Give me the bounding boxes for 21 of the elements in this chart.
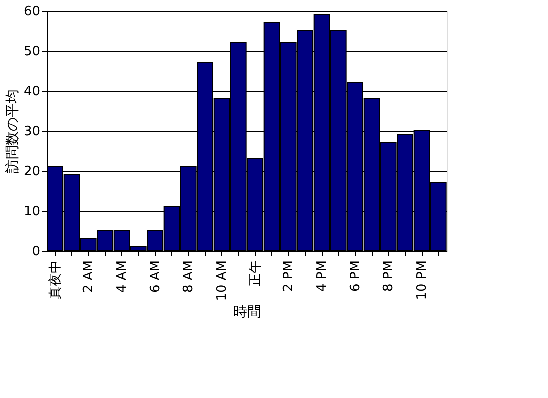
y-tick-label: 40: [24, 84, 40, 100]
x-tick-label: 6 AM: [148, 260, 164, 294]
x-tick-label: 6 PM: [348, 260, 364, 292]
y-tick-label: 10: [24, 204, 40, 220]
x-tick-label: 4 PM: [315, 260, 330, 292]
y-tick-label: 0: [32, 244, 40, 260]
x-tick-label: 2 AM: [82, 260, 97, 294]
y-tick-label: 30: [24, 124, 40, 140]
x-tick-label: 2 PM: [282, 260, 297, 292]
x-tick-label: 真夜中: [47, 260, 64, 300]
y-tick-label: 60: [24, 4, 40, 20]
x-axis-title: 時間: [234, 304, 262, 320]
x-tick-label: 8 AM: [182, 260, 197, 294]
x-tick-label: 10 AM: [215, 260, 230, 302]
x-tick-label: 8 PM: [382, 260, 397, 292]
y-axis-title: 訪問数の平均: [4, 90, 21, 174]
x-tick-label: 正午: [248, 260, 264, 286]
x-tick-label: 4 AM: [115, 260, 130, 294]
x-tick-label: 10 PM: [415, 260, 430, 300]
y-tick-label: 20: [24, 164, 40, 180]
y-tick-label: 50: [24, 44, 40, 60]
